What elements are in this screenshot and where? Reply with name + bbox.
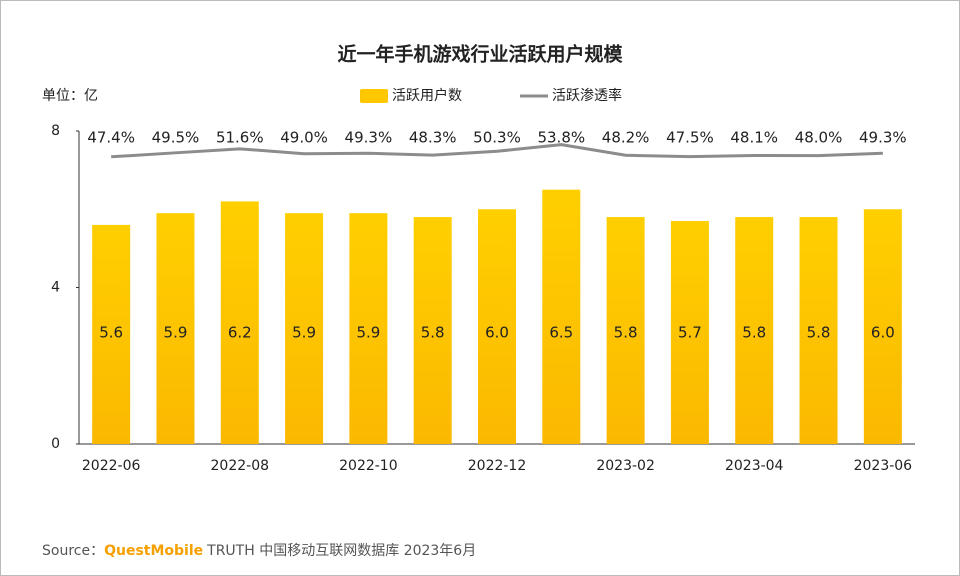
line-value-label: 48.3% bbox=[409, 129, 457, 147]
line-value-label: 51.6% bbox=[216, 129, 264, 147]
bar-value-label: 6.5 bbox=[549, 324, 573, 342]
bar-value-label: 5.9 bbox=[356, 324, 380, 342]
line-value-label: 53.8% bbox=[537, 129, 585, 147]
bar bbox=[349, 213, 388, 444]
bar-value-label: 5.8 bbox=[421, 324, 445, 342]
bar bbox=[799, 217, 838, 444]
bar bbox=[156, 213, 195, 444]
legend-swatch bbox=[360, 89, 388, 103]
bar-value-label: 5.8 bbox=[807, 324, 831, 342]
bar bbox=[735, 217, 774, 444]
x-tick-label: 2022-12 bbox=[468, 458, 527, 474]
line-value-label: 48.1% bbox=[730, 129, 778, 147]
bar-value-label: 5.8 bbox=[742, 324, 766, 342]
bar bbox=[285, 213, 324, 444]
y-tick-label: 8 bbox=[51, 123, 60, 139]
line-value-label: 48.2% bbox=[602, 129, 650, 147]
bar bbox=[92, 224, 131, 444]
x-tick-label: 2022-06 bbox=[82, 458, 141, 474]
source-brand: QuestMobile bbox=[104, 543, 203, 559]
bar bbox=[606, 217, 645, 444]
source-text: TRUTH 中国移动互联网数据库 2023年6月 bbox=[206, 543, 476, 559]
line-value-label: 49.3% bbox=[345, 129, 393, 147]
legend-label: 活跃用户数 bbox=[392, 87, 462, 104]
bar-value-label: 5.9 bbox=[292, 324, 316, 342]
line-value-label: 47.5% bbox=[666, 129, 714, 147]
line bbox=[111, 143, 883, 159]
line-value-label: 47.4% bbox=[87, 129, 135, 147]
x-tick-label: 2023-04 bbox=[725, 458, 784, 474]
line-value-label: 50.3% bbox=[473, 129, 521, 147]
x-tick-label: 2023-02 bbox=[596, 458, 655, 474]
line-value-label: 49.5% bbox=[152, 129, 200, 147]
x-tick-label: 2022-10 bbox=[339, 458, 398, 474]
x-tick-label: 2022-08 bbox=[211, 458, 270, 474]
y-tick-label: 4 bbox=[51, 280, 60, 296]
source-prefix: Source： bbox=[42, 543, 104, 559]
source: Source：QuestMobile TRUTH 中国移动互联网数据库 2023年… bbox=[42, 543, 476, 559]
legend: 活跃用户数 活跃渗透率 bbox=[360, 87, 622, 104]
bar-value-label: 5.8 bbox=[614, 324, 638, 342]
bar bbox=[542, 189, 581, 444]
bar-value-label: 5.9 bbox=[164, 324, 188, 342]
bar bbox=[863, 209, 902, 444]
bar-value-label: 6.2 bbox=[228, 324, 252, 342]
y-axis-label: 单位：亿 bbox=[42, 88, 98, 104]
line-value-label: 49.0% bbox=[280, 129, 328, 147]
bar-value-label: 6.0 bbox=[871, 324, 895, 342]
bar bbox=[478, 209, 516, 444]
bar bbox=[670, 220, 709, 444]
bar bbox=[413, 217, 452, 444]
x-tick-label: 2023-06 bbox=[854, 458, 913, 474]
bar-value-label: 5.6 bbox=[99, 324, 123, 342]
y-tick-label: 0 bbox=[51, 436, 60, 452]
bar bbox=[220, 201, 259, 444]
legend-label: 活跃渗透率 bbox=[552, 87, 622, 104]
line-value-label: 48.0% bbox=[795, 129, 843, 147]
line-value-label: 49.3% bbox=[859, 129, 907, 147]
bar-value-label: 5.7 bbox=[678, 324, 702, 342]
bar-value-label: 6.0 bbox=[485, 324, 509, 342]
chart-title: 近一年手机游戏行业活跃用户规模 bbox=[337, 43, 623, 66]
